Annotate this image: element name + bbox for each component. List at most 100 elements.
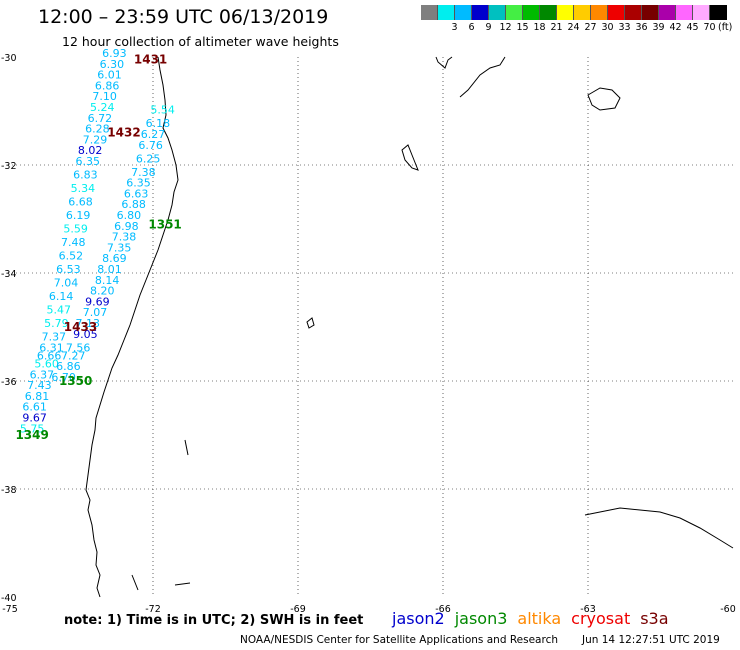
swh-value: 5.75	[20, 422, 45, 435]
swh-value: 6.61	[22, 401, 47, 414]
satellite-jason2: jason2	[392, 609, 445, 628]
legend-label: 39	[652, 22, 665, 33]
swh-value: 6.81	[25, 390, 50, 403]
lat-tick-label: -30	[1, 53, 17, 64]
swh-value: 6.14	[49, 290, 74, 303]
islet	[306, 317, 315, 329]
coast-fragments	[131, 439, 191, 591]
pass-time-label: 1433	[64, 320, 97, 334]
coastline-southeast	[584, 507, 734, 549]
footer-note: note: 1) Time is in UTC; 2) SWH is in fe…	[64, 613, 364, 628]
pass-time-label: 1350	[59, 374, 92, 388]
swh-value: 7.43	[27, 379, 52, 392]
satellite-s3a: s3a	[640, 609, 669, 628]
legend-swatch	[438, 5, 455, 20]
lon-tick-label: -75	[2, 604, 18, 615]
legend-swatch	[472, 5, 489, 20]
swh-value: 5.24	[90, 101, 115, 114]
legend-swatch	[489, 5, 506, 20]
legend-label: 9	[485, 22, 492, 33]
legend-label: 30	[601, 22, 614, 33]
satellite-legend: jason2 jason3 altika cryosat s3a	[392, 609, 669, 628]
swh-value: 5.59	[63, 223, 88, 236]
swh-value: 7.56	[66, 341, 91, 354]
legend-swatch	[659, 5, 676, 20]
swh-value: 7.37	[42, 331, 67, 344]
swh-value: 9.05	[73, 328, 98, 341]
lon-tick-label: -66	[435, 604, 451, 615]
swh-value: 5.34	[71, 182, 96, 195]
legend-label: 18	[533, 22, 546, 33]
swh-value: 5.47	[47, 304, 72, 317]
legend-unit: (ft)	[718, 22, 733, 33]
legend-labels: 3 6 9 12 15 18 21 24 27 30 33 36 39 42 45 70	[421, 22, 727, 36]
swh-value: 6.80	[117, 209, 142, 222]
pass-time-label: 1349	[15, 428, 48, 442]
legend-label: 24	[567, 22, 580, 33]
swh-value: 6.52	[59, 250, 84, 263]
swh-value: 7.48	[61, 236, 86, 249]
island-central	[401, 144, 419, 171]
swh-value: 5.54	[150, 104, 175, 117]
satellite-cryosat: cryosat	[571, 609, 631, 628]
satellite-altika: altika	[517, 609, 562, 628]
swh-value: 5.79	[44, 317, 69, 330]
swh-value: 6.63	[124, 187, 149, 200]
legend-label: 70	[703, 22, 716, 33]
swh-value: 8.20	[90, 285, 115, 298]
swh-value: 6.25	[136, 152, 161, 165]
swh-value: 8.14	[95, 274, 120, 287]
page-subtitle: 12 hour collection of altimeter wave hei…	[62, 34, 339, 49]
swh-value: 6.66	[37, 349, 62, 362]
swh-value: 7.38	[131, 166, 156, 179]
legend-swatch	[523, 5, 540, 20]
swh-value: 6.19	[66, 209, 91, 222]
island-east	[587, 87, 621, 111]
swh-value: 6.76	[138, 139, 163, 152]
lat-tick-label: -34	[1, 269, 17, 280]
swh-value: 6.27	[141, 128, 166, 141]
legend-label: 21	[550, 22, 563, 33]
legend-swatch	[625, 5, 642, 20]
color-legend: 3 6 9 12 15 18 21 24 27 30 33 36 39 42 45 70	[421, 5, 727, 36]
swh-value: 6.35	[76, 155, 101, 168]
swh-value: 6.72	[88, 112, 113, 125]
lat-tick-label: -40	[1, 593, 17, 604]
lon-tick-label: -60	[720, 604, 736, 615]
swh-value: 9.69	[85, 295, 110, 308]
legend-label: 15	[516, 22, 529, 33]
pass-time-label: 1432	[107, 126, 140, 140]
swh-value: 7.13	[76, 317, 101, 330]
swh-value: 6.70	[51, 371, 76, 384]
credit-line: NOAA/NESDIS Center for Satellite Applica…	[240, 634, 558, 646]
legend-label: 42	[669, 22, 682, 33]
swh-value: 6.83	[73, 169, 98, 182]
swh-value: 5.60	[34, 358, 59, 371]
lon-tick-label: -63	[580, 604, 596, 615]
legend-swatch	[574, 5, 591, 20]
legend-label: 27	[584, 22, 597, 33]
generated-timestamp: Jun 14 12:27:51 UTC 2019	[582, 634, 720, 646]
swh-value: 6.86	[56, 360, 81, 373]
swh-value: 7.07	[83, 306, 108, 319]
swh-value: 6.18	[146, 117, 171, 130]
swh-value: 8.02	[78, 144, 103, 157]
swh-value: 6.68	[68, 196, 93, 209]
swh-value: 8.69	[102, 252, 127, 265]
swh-value: 6.86	[95, 79, 120, 92]
legend-label: 6	[468, 22, 475, 33]
lat-tick-label: -38	[1, 485, 17, 496]
legend-swatch	[710, 5, 727, 20]
legend-label: 12	[499, 22, 512, 33]
satellite-jason3: jason3	[454, 609, 508, 628]
swh-value: 6.98	[114, 220, 139, 233]
swh-value: 7.04	[54, 277, 79, 290]
swh-value: 7.29	[83, 133, 108, 146]
legend-label: 36	[635, 22, 648, 33]
legend-swatch	[455, 5, 472, 20]
legend-swatches	[421, 5, 727, 20]
legend-swatch	[591, 5, 608, 20]
legend-swatch	[693, 5, 710, 20]
swh-value: 9.67	[22, 412, 47, 425]
